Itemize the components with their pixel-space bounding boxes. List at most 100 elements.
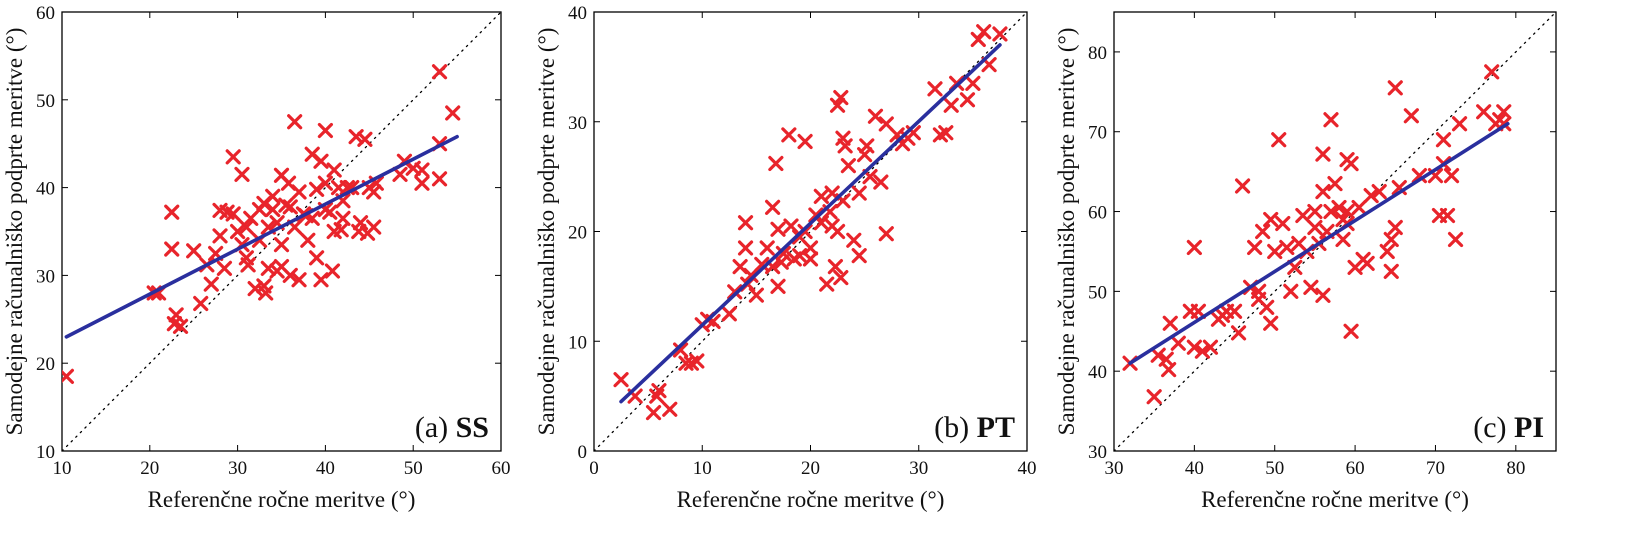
data-point-marker	[212, 228, 228, 244]
data-point-marker	[873, 174, 889, 190]
y-tick-label: 10	[568, 332, 587, 353]
data-point-marker	[1379, 243, 1395, 260]
data-point-marker	[867, 108, 884, 124]
data-point-marker	[1275, 215, 1291, 232]
y-tick-label: 20	[568, 223, 587, 244]
x-axis-label: Referenčne ročne meritve (°)	[148, 487, 416, 512]
x-axis-label: Referenčne ročne meritve (°)	[677, 487, 945, 512]
data-point-marker	[322, 204, 338, 220]
data-point-marker	[878, 226, 894, 242]
y-tick-label: 30	[1088, 442, 1107, 463]
data-point-marker	[970, 31, 986, 48]
data-point-marker	[851, 248, 867, 264]
data-point-marker	[1202, 339, 1219, 355]
x-tick-label: 0	[589, 458, 599, 479]
data-point-marker	[943, 97, 959, 113]
data-point-marker	[1271, 132, 1287, 148]
data-point-marker	[802, 240, 819, 256]
data-point-marker	[1435, 132, 1452, 148]
data-point-marker	[357, 131, 373, 147]
data-point-marker	[335, 210, 351, 226]
x-tick-label: 70	[1426, 458, 1445, 479]
data-point-marker	[1351, 199, 1367, 216]
x-tick-label: 30	[1105, 458, 1124, 479]
x-tick-label: 20	[140, 458, 159, 479]
regression-line	[1128, 121, 1510, 366]
data-point-marker	[225, 206, 241, 222]
data-point-marker	[1303, 279, 1319, 295]
data-point-marker	[317, 175, 333, 191]
panel-letter: (c)	[1473, 411, 1514, 444]
data-point-marker	[287, 114, 303, 130]
data-point-marker	[1259, 299, 1275, 315]
data-point-marker	[1371, 183, 1387, 200]
data-point-marker	[827, 259, 843, 275]
data-point-marker	[238, 219, 254, 235]
data-point-marker	[313, 153, 329, 169]
plot-data	[62, 12, 501, 451]
y-tick-label: 40	[36, 179, 55, 200]
data-point-marker	[234, 166, 250, 183]
y-tick-label: 60	[36, 3, 55, 24]
data-point-marker	[225, 149, 241, 165]
data-point-marker	[1343, 323, 1359, 339]
data-point-marker	[938, 125, 954, 141]
y-tick-label: 30	[36, 266, 55, 287]
regression-line	[64, 134, 459, 339]
data-point-marker	[1267, 243, 1283, 260]
x-axis-label: Referenčne ročne meritve (°)	[1201, 487, 1469, 512]
data-point-marker	[727, 284, 743, 300]
x-tick-label: 10	[693, 458, 712, 479]
data-point-marker	[1476, 104, 1492, 120]
data-point-marker	[748, 287, 764, 303]
data-point-marker	[819, 276, 835, 292]
data-point-marker	[1439, 207, 1456, 224]
data-point-marker	[651, 383, 667, 399]
data-point-marker	[775, 245, 792, 262]
data-point-marker	[366, 219, 382, 235]
data-point-marker	[1387, 80, 1403, 96]
data-point-marker	[186, 243, 202, 259]
data-point-marker	[840, 158, 856, 174]
data-point-marker	[62, 368, 74, 384]
data-point-marker	[829, 223, 846, 240]
data-point-marker	[976, 24, 992, 40]
x-tick-label: 20	[801, 458, 820, 479]
data-point-marker	[273, 237, 290, 253]
data-point-marker	[1263, 211, 1279, 228]
data-point-marker	[770, 278, 786, 294]
data-point-marker	[1186, 339, 1202, 355]
data-point-marker	[300, 232, 316, 248]
data-point-marker	[1403, 108, 1419, 124]
y-axis-label: Samodejne računalniško podprte meritve (…	[2, 28, 27, 436]
x-tick-label: 60	[1346, 458, 1365, 479]
data-point-marker	[1170, 335, 1186, 351]
data-point-marker	[673, 342, 689, 358]
data-point-marker	[317, 122, 333, 139]
data-point-marker	[759, 240, 775, 256]
data-point-marker	[240, 257, 256, 273]
data-point-marker	[172, 318, 189, 334]
y-tick-label: 70	[1088, 123, 1107, 144]
y-tick-label: 40	[1088, 362, 1107, 383]
data-point-marker	[1383, 263, 1399, 280]
data-point-marker	[1283, 283, 1299, 299]
y-tick-label: 10	[36, 442, 55, 463]
y-axis-label: Samodejne računalniško podprte meritve (…	[534, 28, 559, 436]
data-point-marker	[992, 26, 1008, 42]
x-tick-label: 40	[316, 458, 335, 479]
data-point-marker	[414, 175, 430, 191]
data-point-marker	[613, 372, 629, 388]
data-point-marker	[959, 92, 976, 108]
panel-code: PT	[977, 411, 1015, 444]
data-point-marker	[965, 75, 981, 91]
x-tick-label: 40	[1185, 458, 1204, 479]
data-point-marker	[1251, 283, 1267, 299]
data-point-marker	[1255, 223, 1271, 240]
x-tick-label: 50	[404, 458, 423, 479]
data-point-marker	[1315, 287, 1331, 303]
panel-code: PI	[1514, 411, 1544, 444]
data-point-marker	[797, 133, 813, 150]
data-point-marker	[927, 81, 943, 97]
